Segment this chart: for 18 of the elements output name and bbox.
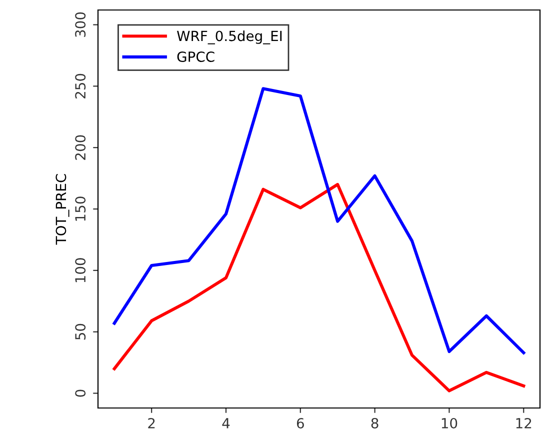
y-tick-label: 150 bbox=[75, 196, 86, 221]
line-series bbox=[112, 87, 526, 354]
y-axis-title: TOT_PREC bbox=[56, 174, 70, 245]
legend-label: GPCC bbox=[177, 51, 214, 62]
x-tick-label: 6 bbox=[296, 418, 304, 428]
x-tick-label: 2 bbox=[148, 418, 155, 428]
y-tick-label: 50 bbox=[75, 324, 86, 340]
line-series bbox=[112, 182, 526, 392]
y-tick-label: 0 bbox=[75, 390, 86, 397]
y-tick-label: 100 bbox=[75, 258, 86, 282]
y-tick-label: 200 bbox=[75, 135, 86, 160]
x-tick-label: 8 bbox=[371, 418, 378, 428]
y-tick-label: 300 bbox=[75, 12, 86, 37]
x-tick-label: 10 bbox=[442, 418, 458, 428]
y-tick-label: 250 bbox=[75, 74, 86, 98]
x-tick-label: 4 bbox=[222, 418, 230, 428]
x-tick-label: 12 bbox=[516, 418, 532, 428]
legend-label: WRF_0.5deg_EI bbox=[177, 30, 282, 44]
